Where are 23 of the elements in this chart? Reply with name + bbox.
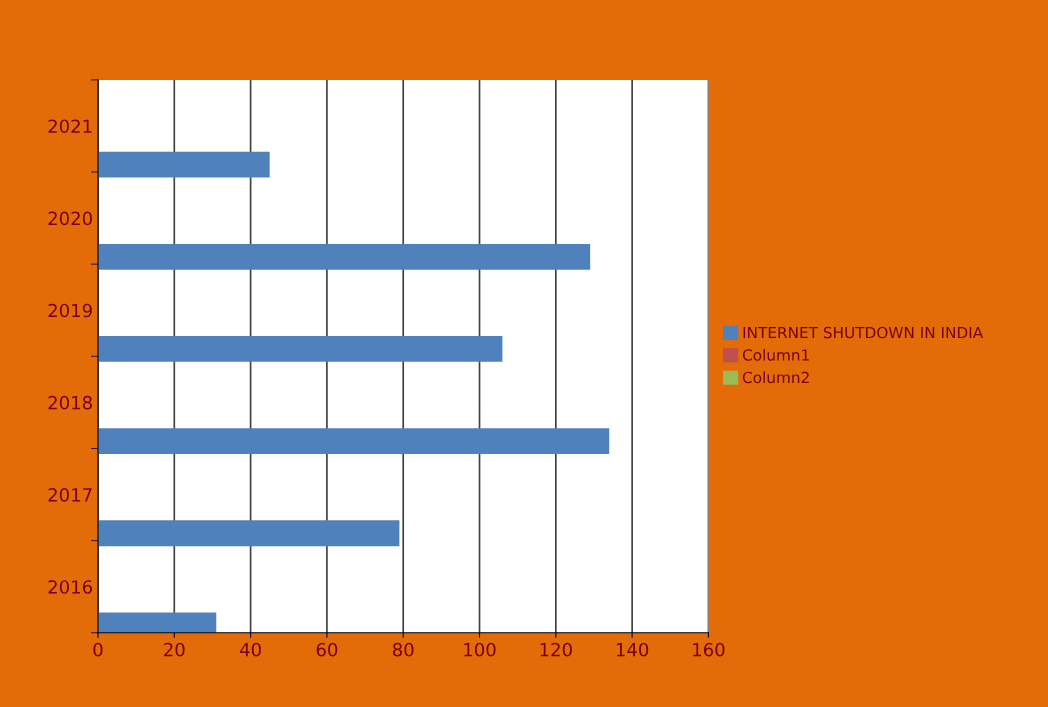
legend-label: Column2 <box>742 371 809 384</box>
x-tick-label: 140 <box>616 642 649 657</box>
x-tick-label: 20 <box>164 642 185 657</box>
legend-label: Column1 <box>742 348 809 361</box>
x-tick-label: 40 <box>240 642 261 657</box>
y-tick-label: 2017 <box>48 488 92 502</box>
x-tick-label: 0 <box>93 642 103 657</box>
bar <box>97 428 610 454</box>
x-tick-label: 100 <box>464 642 496 657</box>
x-tick-label: 120 <box>540 642 572 657</box>
y-tick-label: 2020 <box>48 211 92 226</box>
y-tick-label: 2021 <box>48 119 92 134</box>
bar <box>97 243 591 270</box>
y-tick-label: 2016 <box>48 580 92 594</box>
x-tick-label: 60 <box>316 642 338 657</box>
y-tick-label: 2019 <box>48 303 92 318</box>
y-tick-label: 2018 <box>48 395 92 410</box>
bar <box>97 151 270 178</box>
bar <box>97 336 503 362</box>
x-tick-label: 160 <box>693 642 725 657</box>
legend-label: INTERNET SHUTDOWN IN INDIA <box>743 326 984 339</box>
bar <box>97 520 400 547</box>
x-tick-label: 80 <box>392 642 414 657</box>
